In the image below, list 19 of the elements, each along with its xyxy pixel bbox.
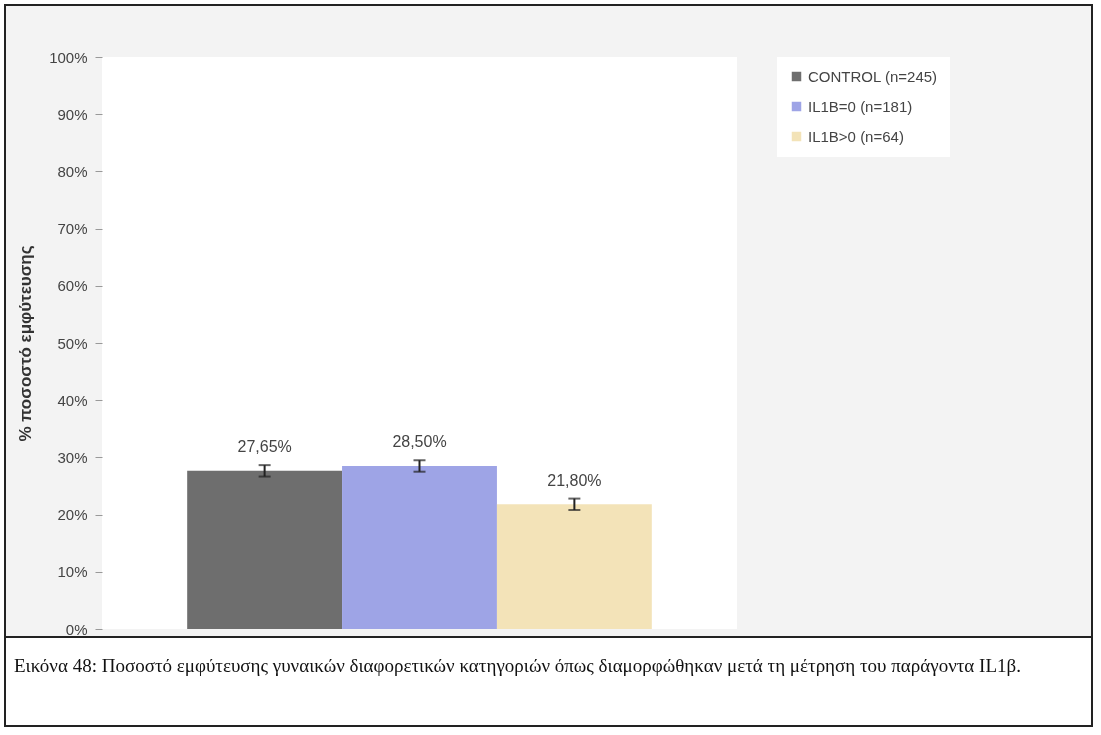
data-label: 28,50% — [392, 433, 447, 451]
legend-label: IL1B>0 (n=64) — [808, 127, 904, 145]
y-axis-title: % ποσοστό εμφύτευσης — [16, 245, 36, 442]
y-tick-label: 20% — [57, 506, 88, 524]
y-tick-label: 0% — [65, 620, 88, 638]
y-tick-label: 50% — [57, 334, 88, 352]
y-tick-label: 80% — [57, 162, 88, 180]
legend-label: IL1B=0 (n=181) — [808, 97, 913, 115]
y-tick-label: 10% — [57, 563, 88, 581]
y-tick-label: 90% — [57, 105, 88, 123]
y-tick-label: 40% — [57, 391, 88, 409]
y-tick-label: 60% — [57, 277, 88, 295]
y-tick-label: 30% — [57, 448, 88, 466]
y-tick-label: 70% — [57, 220, 88, 238]
data-label: 21,80% — [547, 471, 602, 489]
data-label: 27,65% — [237, 438, 292, 456]
y-tick-label: 100% — [49, 48, 88, 66]
text: Εικόνα 48: Ποσοστό εμφύτευσης γυναικών διαφορετικών κατηγοριών όπως διαμορφώθηκαν μετά τη μέτρηση του παράγοντα IL1β. — [6, 636, 1091, 725]
legend-label: CONTROL (n=245) — [808, 67, 938, 85]
